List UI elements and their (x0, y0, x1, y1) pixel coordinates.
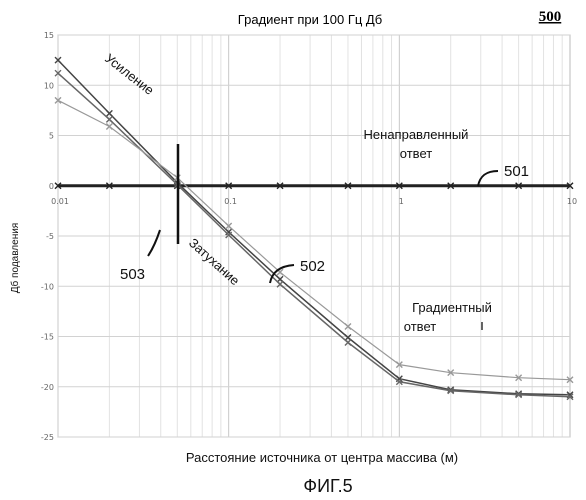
y-tick-label: 10 (44, 81, 54, 90)
y-tick-label: 15 (44, 31, 54, 40)
annotation-omni-line1: Ненаправленный (364, 127, 469, 142)
callout-label-503: 503 (120, 266, 145, 283)
x-tick-label: 10 (567, 197, 577, 206)
y-tick-label: -5 (46, 232, 54, 241)
x-axis-title: Расстояние источника от центра массива (… (186, 450, 458, 465)
y-tick-label: 0 (49, 182, 54, 191)
x-tick-label: 0.01 (51, 197, 69, 206)
y-tick-label: 5 (49, 132, 54, 141)
chart-title: Градиент при 100 Гц Дб (238, 12, 382, 27)
callout-label-502: 502 (300, 258, 325, 275)
figure-caption: ФИГ.5 (303, 476, 352, 496)
annotation-gradient-line1: Градиентный (412, 300, 492, 315)
y-tick-label: -20 (41, 383, 54, 392)
annotation-gradient-line2: ответ (404, 319, 436, 334)
x-tick-label: 1 (399, 197, 404, 206)
callout-label-501: 501 (504, 163, 529, 180)
y-axis-title: Дб подавления (9, 223, 21, 293)
y-tick-label: -25 (41, 433, 54, 442)
y-tick-label: -10 (41, 282, 54, 291)
x-tick-label: 0.1 (224, 197, 237, 206)
figure-number: 500 (539, 9, 562, 25)
y-tick-label: -15 (41, 333, 54, 342)
annotation-omni-line2: ответ (400, 146, 432, 161)
